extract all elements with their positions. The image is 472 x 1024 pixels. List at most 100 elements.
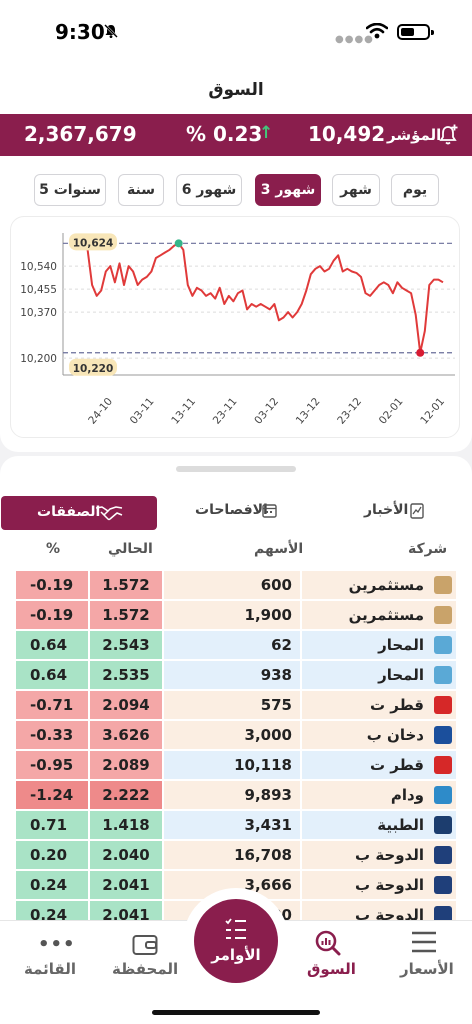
tab-news[interactable]: الأخبار (364, 502, 409, 518)
company-logo-icon (434, 786, 452, 804)
tab-month[interactable]: شهر (332, 174, 380, 206)
index-bar[interactable]: 2,367,679 % 0.23 ↑ 10,492 المؤشر (0, 114, 472, 156)
shares-cell: 3,666 (164, 871, 300, 899)
pct-cell: -0.19 (16, 571, 88, 599)
table-row[interactable]: 0.64 2.543 62 المحار (16, 630, 456, 660)
company-name: قطر ت (369, 696, 424, 714)
index-label: المؤشر (387, 126, 442, 144)
price-cell: 1.572 (90, 571, 162, 599)
wallet-icon[interactable] (132, 934, 158, 956)
nav-portfolio[interactable]: المحفظة (112, 960, 179, 978)
x-tick-label: 24-10 (86, 396, 115, 427)
company-logo-icon (434, 696, 452, 714)
x-tick-label: 02-01 (377, 396, 406, 427)
battery-icon (397, 24, 434, 40)
shares-cell: 62 (164, 631, 300, 659)
bell-off-icon (104, 24, 118, 38)
status-bar: 9:30 ●●●● (0, 0, 472, 64)
home-indicator (152, 1010, 320, 1015)
company-cell: قطر ت (302, 691, 456, 719)
shares-cell: 938 (164, 661, 300, 689)
nav-menu[interactable]: القائمة (24, 960, 76, 978)
price-cell: 2.041 (90, 871, 162, 899)
trades-table: -0.19 1.572 600 مستثمرين -0.19 1.572 1,900 مستث… (16, 570, 456, 930)
company-name: المحار (378, 636, 424, 654)
table-row[interactable]: -0.19 1.572 600 مستثمرين (16, 570, 456, 600)
table-row[interactable]: -0.95 2.089 10,118 قطر ت (16, 750, 456, 780)
calendar-icon[interactable] (262, 503, 277, 518)
table-row[interactable]: 0.64 2.535 938 المحار (16, 660, 456, 690)
pct-cell: 0.71 (16, 811, 88, 839)
company-name: المحار (378, 666, 424, 684)
table-row[interactable]: -0.19 1.572 1,900 مستثمرين (16, 600, 456, 630)
max-badge (69, 233, 117, 251)
y-tick-label: 10,200 (20, 353, 57, 365)
menu-lines-icon[interactable] (410, 930, 438, 954)
col-company: شركة (408, 541, 448, 557)
shares-cell: 1,900 (164, 601, 300, 629)
y-tick-label: 10,370 (20, 307, 57, 319)
wifi-icon (366, 23, 388, 39)
table-row[interactable]: -1.24 2.222 9,893 ودام (16, 780, 456, 810)
company-logo-icon (434, 816, 452, 834)
price-cell: 1.418 (90, 811, 162, 839)
company-name: الطبية (377, 816, 424, 834)
max-badge-label: 10,624 (73, 237, 114, 249)
tab-3-months[interactable]: 3 شهور (255, 174, 321, 206)
news-chart-icon[interactable] (410, 503, 424, 519)
nav-market[interactable]: السوق (307, 960, 356, 978)
tab-6-months[interactable]: 6 شهور (176, 174, 242, 206)
series-line (82, 242, 444, 354)
line-chart: 10,200 10,370 10,455 10,540 10,624 10,220 24-1… (20, 233, 455, 427)
table-row[interactable]: -0.33 3.626 3,000 دخان ب (16, 720, 456, 750)
company-logo-icon (434, 636, 452, 654)
index-chart[interactable]: 10,200 10,370 10,455 10,540 10,624 10,220 24-1… (10, 216, 460, 438)
tab-year[interactable]: سنة (118, 174, 164, 206)
company-name: مستثمرين (348, 606, 424, 624)
bell-add-icon[interactable] (436, 123, 460, 147)
pct-cell: 0.20 (16, 841, 88, 869)
price-cell: 2.040 (90, 841, 162, 869)
company-cell: مستثمرين (302, 571, 456, 599)
sheet-handle[interactable] (176, 466, 296, 472)
page-title: السوق (208, 80, 264, 100)
table-row[interactable]: 0.24 2.041 3,666 الدوحة ب (16, 870, 456, 900)
index-volume: 2,367,679 (24, 122, 137, 146)
company-cell: المحار (302, 661, 456, 689)
index-value: 10,492 (308, 122, 386, 146)
company-logo-icon (434, 906, 452, 924)
company-name: ودام (390, 786, 424, 804)
orders-button[interactable]: الأوامر (194, 899, 278, 983)
pct-cell: 0.64 (16, 631, 88, 659)
tab-day[interactable]: يوم (391, 174, 439, 206)
x-tick-label: 13-12 (294, 396, 323, 427)
top-header: السوق (0, 64, 472, 114)
tab-5-years[interactable]: 5 سنوات (34, 174, 106, 206)
table-row[interactable]: 0.20 2.040 16,708 الدوحة ب (16, 840, 456, 870)
min-badge-label: 10,220 (73, 363, 114, 375)
more-dots-icon[interactable]: ••• (38, 934, 76, 955)
table-row[interactable]: -0.71 2.094 575 قطر ت (16, 690, 456, 720)
arrow-up-icon: ↑ (259, 123, 274, 143)
table-row[interactable]: 0.71 1.418 3,431 الطبية (16, 810, 456, 840)
tab-disclosures[interactable]: الافصاحات (195, 502, 268, 518)
x-tick-label: 03-12 (252, 396, 281, 427)
pct-cell: 0.24 (16, 871, 88, 899)
market-search-icon[interactable] (314, 930, 342, 956)
orders-list-icon (225, 918, 246, 939)
pct-cell: -1.24 (16, 781, 88, 809)
price-cell: 2.222 (90, 781, 162, 809)
pct-cell: -0.71 (16, 691, 88, 719)
shares-cell: 575 (164, 691, 300, 719)
nav-orders: الأوامر (211, 946, 261, 964)
nav-prices[interactable]: الأسعار (400, 960, 454, 978)
tab-deals[interactable]: الصفقات (1, 496, 157, 530)
col-shares: الأسهم (254, 541, 304, 557)
shares-cell: 10,118 (164, 751, 300, 779)
company-cell: الدوحة ب (302, 841, 456, 869)
y-tick-label: 10,455 (20, 284, 57, 296)
x-tick-label: 12-01 (418, 396, 447, 427)
company-name: دخان ب (366, 726, 424, 744)
cellular-signal-icon: ●●●● (335, 34, 374, 45)
